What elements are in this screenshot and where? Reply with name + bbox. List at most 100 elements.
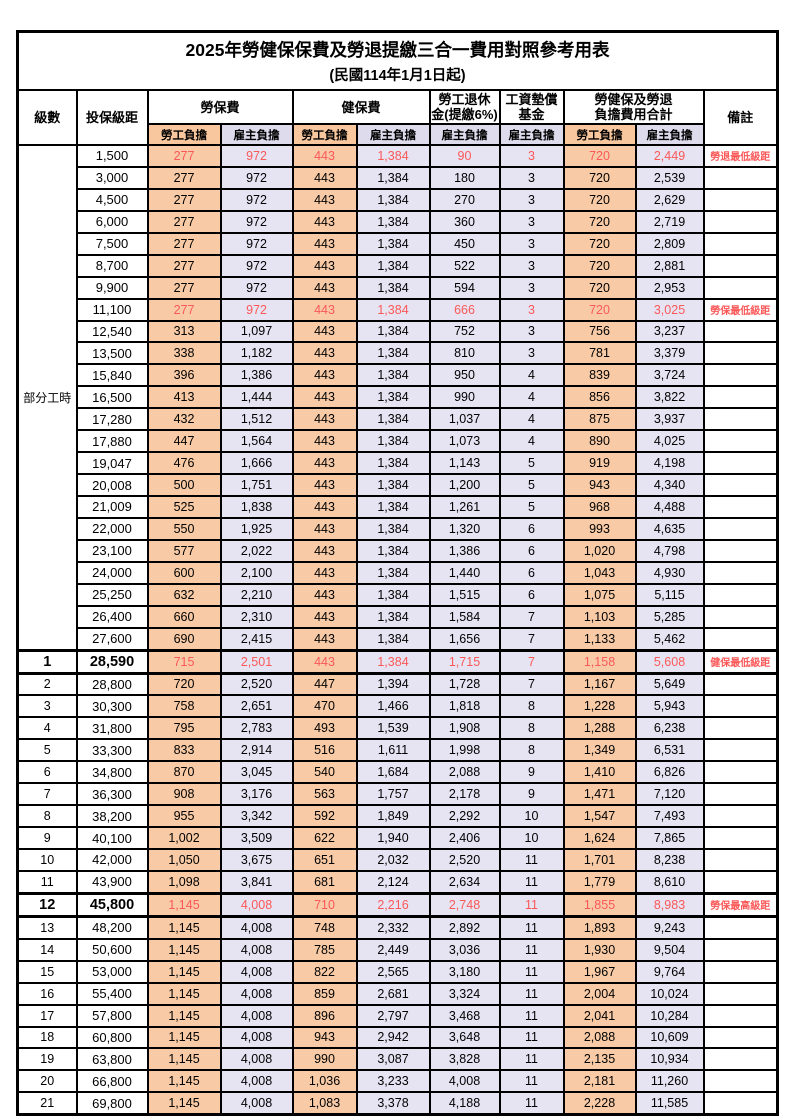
table-row: 12 45,800 1,145 4,008 710 2,216 2,748 11 1,855 8,… [16,891,779,918]
fee-cell: 2,178 [428,782,501,807]
fee-cell: 720 [562,297,637,322]
fee-cell: 690 [146,626,222,652]
table-row: 21,009 525 1,838 443 1,384 1,261 5 968 4,488 [18,495,779,519]
remark-cell [702,782,779,807]
fee-cell: 1,158 [562,648,637,675]
salary-bracket-cell: 40,100 [75,826,149,850]
group-header-row: 級數 投保級距 勞保費 健保費 勞工退休 金(提繳6%) 工資墊償 基金 勞健保及勞… [16,89,779,146]
table-row: 13,500 338 1,182 443 1,384 810 3 781 3,379 [18,341,779,366]
fee-cell: 443 [291,451,358,476]
fee-cell: 277 [146,297,222,322]
fee-cell: 4,798 [634,538,705,563]
fee-cell: 1,611 [355,738,431,763]
fee-cell: 758 [146,694,222,719]
remark-cell [702,187,779,212]
fee-cell: 2,135 [562,1047,637,1072]
salary-bracket-cell: 21,009 [75,495,149,519]
level-cell: 17 [16,1003,78,1028]
fee-cell: 3,045 [219,760,294,785]
fee-cell: 1,384 [355,429,431,454]
fee-cell: 443 [291,604,358,629]
table-row: 3,000 277 972 443 1,384 180 3 720 2,539 [18,165,779,190]
level-cell: 6 [16,760,78,785]
table-row: 部分工時 1,500 277 972 443 1,384 90 3 720 2,449 勞退最低級距 [16,143,779,652]
salary-bracket-cell: 26,400 [75,604,149,629]
fee-cell: 2,449 [355,937,431,962]
fee-cell: 2,292 [428,804,501,829]
level-cell: 10 [16,848,78,872]
salary-bracket-cell: 30,300 [75,694,149,719]
fee-cell: 432 [146,407,222,432]
fee-cell: 443 [291,231,358,256]
fee-cell: 1,145 [146,891,222,918]
table-row: 11,100 277 972 443 1,384 666 3 720 3,025 勞保最低級距 [18,297,779,322]
table-row: 17,280 432 1,512 443 1,384 1,037 4 875 3,937 [18,407,779,432]
table-row: 19 63,800 1,145 4,008 990 3,087 3,828 11 2,135 10… [16,1047,779,1072]
fee-cell: 1,384 [355,187,431,212]
fee-cell: 1,002 [146,826,222,850]
fee-cell: 2,748 [428,891,501,918]
remark-cell [702,209,779,234]
table-row: 15 53,000 1,145 4,008 822 2,565 3,180 11 1,967 9,… [16,959,779,984]
salary-bracket-cell: 3,000 [75,165,149,190]
fee-cell: 972 [219,253,294,278]
fee-cell: 11,585 [634,1091,705,1116]
table-row: 17,880 447 1,564 443 1,384 1,073 4 890 4,025 [18,429,779,454]
fee-cell: 11 [498,937,565,962]
fee-cell: 4,008 [219,915,294,940]
table-row: 12,540 313 1,097 443 1,384 752 3 756 3,237 [18,319,779,344]
fee-cell: 277 [146,209,222,234]
salary-bracket-cell: 60,800 [75,1025,149,1050]
fee-cell: 3,379 [634,341,705,366]
table-title-cell: 2025年勞健保保費及勞退提繳三合一費用對照參考用表 (民國114年1月1日起) [16,30,779,91]
fee-cell: 2,634 [428,869,501,895]
fee-cell: 632 [146,582,222,607]
salary-bracket-cell: 25,250 [75,582,149,607]
fee-cell: 968 [562,495,637,519]
fee-cell: 5 [498,495,565,519]
fee-cell: 1,143 [428,451,501,476]
fee-cell: 4 [498,363,565,388]
fee-cell: 1,384 [355,363,431,388]
fee-cell: 720 [562,209,637,234]
fee-cell: 3 [498,187,565,212]
salary-bracket-cell: 38,200 [75,804,149,829]
level-cell: 21 [16,1091,78,1116]
fee-cell: 2,629 [634,187,705,212]
fee-cell: 748 [291,915,358,940]
fee-cell: 8 [498,694,565,719]
fee-cell: 443 [291,385,358,410]
table-row: 6,000 277 972 443 1,384 360 3 720 2,719 [18,209,779,234]
fee-cell: 338 [146,341,222,366]
fee-cell: 493 [291,716,358,741]
salary-bracket-cell: 63,800 [75,1047,149,1072]
fee-cell: 1,930 [562,937,637,962]
fee-cell: 4,930 [634,560,705,585]
salary-bracket-cell: 8,700 [75,253,149,278]
fee-cell: 1,384 [355,538,431,563]
fee-cell: 4 [498,407,565,432]
fee-cell: 277 [146,231,222,256]
fee-cell: 972 [219,297,294,322]
fee-cell: 7 [498,626,565,652]
salary-bracket-cell: 16,500 [75,385,149,410]
fee-cell: 2,565 [355,959,431,984]
fee-cell: 8,610 [634,869,705,895]
fee-cell: 720 [146,671,222,697]
fee-cell: 3,087 [355,1047,431,1072]
fee-cell: 2,449 [634,144,705,168]
fee-cell: 7 [498,648,565,675]
level-cell: 3 [16,694,78,719]
table-row: 16,500 413 1,444 443 1,384 990 4 856 3,822 [18,385,779,410]
col-header-salary-bracket: 投保級距 [75,89,149,146]
fee-cell: 5 [498,473,565,497]
fee-cell: 7,865 [634,826,705,850]
fee-cell: 270 [428,187,501,212]
fee-cell: 1,384 [355,275,431,300]
table-row: 9,900 277 972 443 1,384 594 3 720 2,953 [18,275,779,300]
table-row: 11 43,900 1,098 3,841 681 2,124 2,634 11 1,779 8,… [16,869,779,895]
fee-cell: 875 [562,407,637,432]
fee-cell: 3,378 [355,1091,431,1116]
fee-cell: 993 [562,516,637,541]
part-time-merged-cell: 部分工時 [16,143,78,652]
